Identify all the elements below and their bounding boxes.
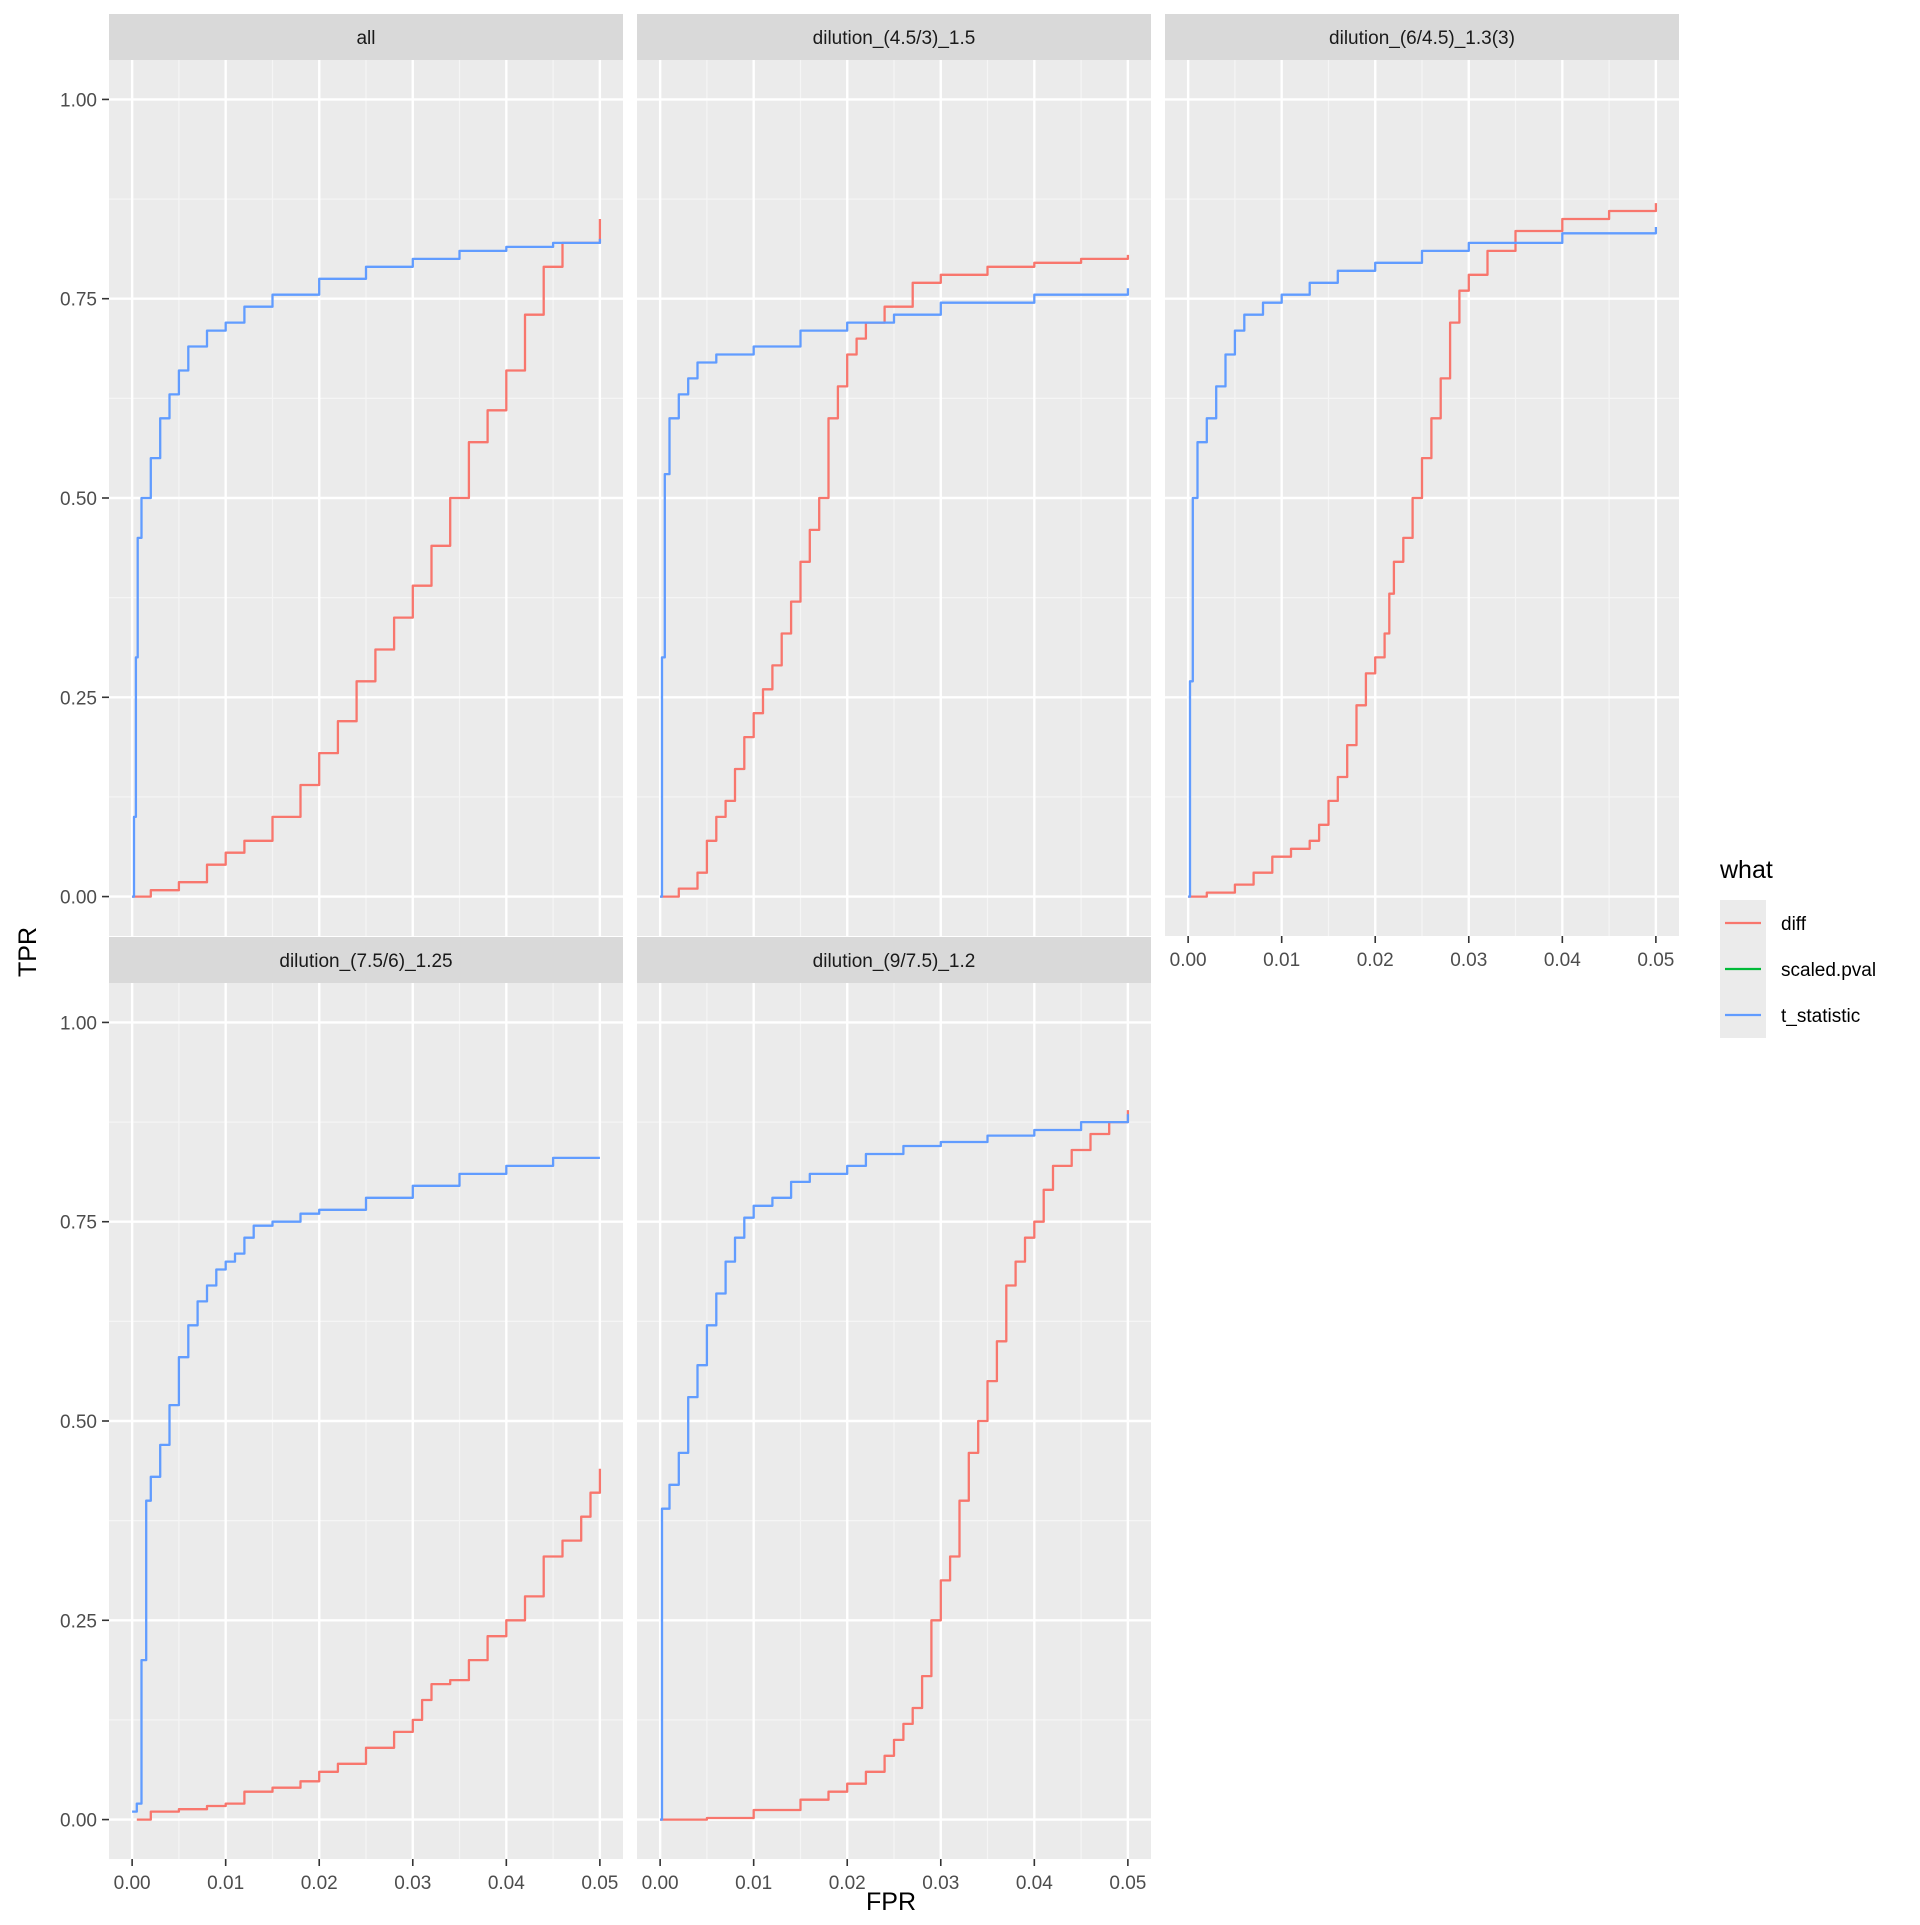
series-line-t_statistic <box>660 1114 1130 1821</box>
series-line-diff <box>132 219 602 898</box>
x-axis-title: FPR <box>866 1888 916 1916</box>
y-axis-title: TPR <box>14 927 42 977</box>
facet-title: all <box>356 28 375 49</box>
x-tick-label: 0.02 <box>1357 950 1394 971</box>
x-tick-label: 0.04 <box>488 1873 525 1894</box>
facet-title: dilution_(6/4.5)_1.3(3) <box>1329 28 1515 49</box>
y-tick-label: 0.50 <box>60 1412 97 1433</box>
y-tick-label: 0.50 <box>60 489 97 510</box>
facet-title: dilution_(7.5/6)_1.25 <box>279 951 452 972</box>
facet-title: dilution_(9/7.5)_1.2 <box>813 951 976 972</box>
facet-strip <box>109 14 623 60</box>
series-line-t_statistic <box>660 288 1130 898</box>
x-tick-label: 0.05 <box>1109 1873 1146 1894</box>
x-tick-label: 0.02 <box>301 1873 338 1894</box>
legend-label: scaled.pval <box>1781 960 1876 981</box>
y-tick-label: 0.25 <box>60 1611 97 1632</box>
y-tick-label: 1.00 <box>60 90 97 111</box>
series-line-diff <box>660 254 1130 898</box>
x-tick-label: 0.01 <box>1263 950 1300 971</box>
facet-strip <box>1165 14 1679 60</box>
x-tick-label: 0.00 <box>642 1873 679 1894</box>
legend-label: diff <box>1781 914 1807 935</box>
facet-strip <box>637 14 1151 60</box>
x-tick-label: 0.05 <box>1637 950 1674 971</box>
panel-3: dilution_(7.5/6)_1.25 0.00 0.25 0.50 0.75 1.0… <box>60 937 623 1894</box>
facet-strip <box>109 937 623 983</box>
y-tick-label: 0.00 <box>60 1811 97 1832</box>
panel-4: dilution_(9/7.5)_1.2 0.00 0.01 0.02 0.03 0.04… <box>637 937 1151 1894</box>
x-tick-label: 0.05 <box>581 1873 618 1894</box>
x-tick-label: 0.04 <box>1544 950 1581 971</box>
facet-strip <box>637 937 1151 983</box>
series-line-t_statistic <box>132 238 602 898</box>
y-tick-label: 0.25 <box>60 688 97 709</box>
legend-title: what <box>1719 856 1773 884</box>
facet-title: dilution_(4.5/3)_1.5 <box>813 28 976 49</box>
x-tick-label: 0.03 <box>1450 950 1487 971</box>
y-tick-label: 0.75 <box>60 1213 97 1234</box>
panel-1: dilution_(4.5/3)_1.5 <box>637 14 1151 936</box>
x-tick-label: 0.01 <box>735 1873 772 1894</box>
x-tick-label: 0.00 <box>114 1873 151 1894</box>
panel-0: all 0.00 0.25 0.50 0.75 1.00 <box>60 14 623 936</box>
y-tick-label: 0.00 <box>60 888 97 909</box>
x-tick-label: 0.03 <box>394 1873 431 1894</box>
y-tick-label: 1.00 <box>60 1013 97 1034</box>
y-tick-label: 0.75 <box>60 290 97 311</box>
series-line-t_statistic <box>132 1156 600 1813</box>
x-tick-label: 0.04 <box>1016 1873 1053 1894</box>
series-line-diff <box>1188 203 1658 898</box>
panel-2: dilution_(6/4.5)_1.3(3) 0.00 0.01 0.02 0.03 0… <box>1165 14 1679 971</box>
series-line-diff <box>136 1468 602 1821</box>
x-tick-label: 0.00 <box>1170 950 1207 971</box>
legend: what diff scaled.pval t_statistic <box>1719 856 1876 1038</box>
series-line-t_statistic <box>1188 227 1658 898</box>
x-tick-label: 0.03 <box>922 1873 959 1894</box>
legend-label: t_statistic <box>1781 1006 1860 1027</box>
series-line-diff <box>660 1110 1130 1821</box>
x-tick-label: 0.01 <box>207 1873 244 1894</box>
x-tick-label: 0.02 <box>829 1873 866 1894</box>
